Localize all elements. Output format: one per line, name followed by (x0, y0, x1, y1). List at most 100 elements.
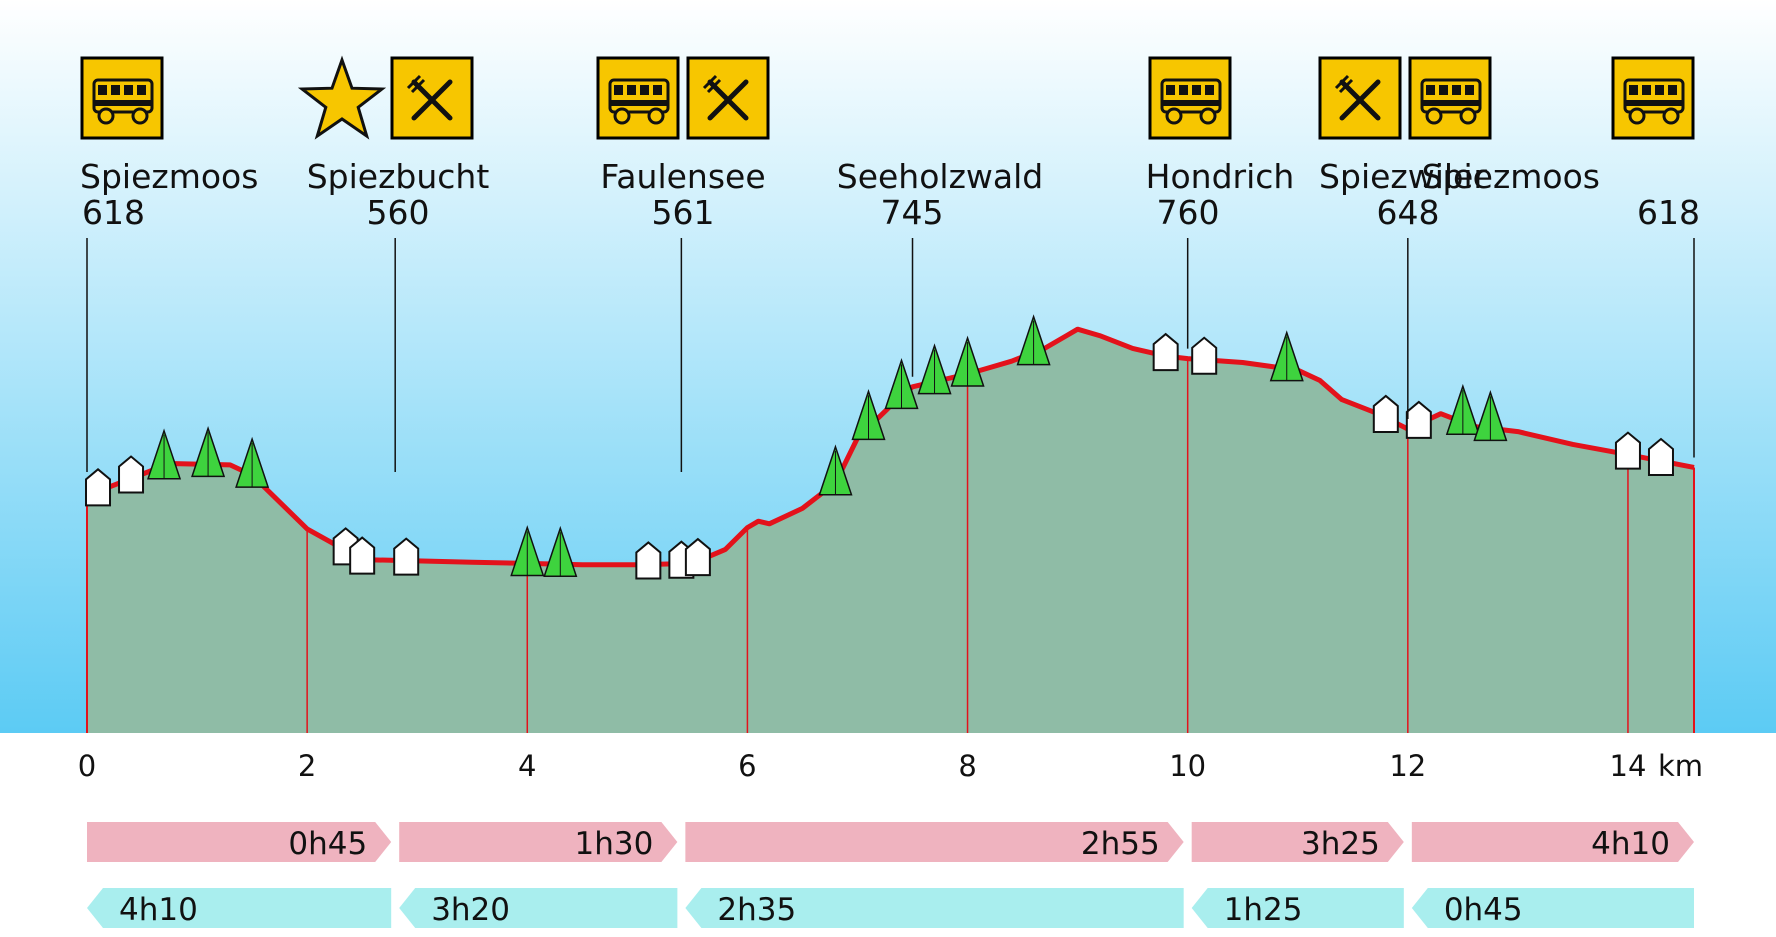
bus-window (1192, 85, 1201, 95)
waypoint-name: Seeholzwald (837, 157, 1043, 196)
x-unit-label: km (1658, 749, 1703, 783)
house-icon (1191, 336, 1218, 375)
restaurant-icon (390, 56, 474, 140)
bus-icon-box (1148, 56, 1232, 140)
bus-icon (1611, 56, 1695, 140)
terrain-layer (85, 314, 1695, 733)
waypoint-name: Spiezwiler (1319, 157, 1487, 196)
return-time-bar (87, 888, 392, 928)
bus-wheel (1425, 107, 1443, 125)
forward-time-bar (1191, 822, 1404, 862)
bus-body (1420, 78, 1482, 114)
return-time-bar-label: 1h25 (1224, 892, 1303, 928)
forward-time-bar (685, 822, 1184, 862)
waypoint-icons (80, 55, 1695, 140)
bus-wheel (1165, 107, 1183, 125)
bus-wheel (1459, 107, 1477, 125)
x-tick-label: 12 (1389, 749, 1426, 783)
house-icon (1372, 394, 1399, 433)
bus-window (614, 85, 623, 95)
x-tick-label: 14 (1610, 749, 1647, 783)
bus-window (640, 85, 649, 95)
forward-time-bar (399, 822, 678, 862)
return-time-bar-label: 0h45 (1444, 892, 1523, 928)
bus-wheel (1628, 107, 1646, 125)
waypoint-icon-group (596, 56, 770, 140)
waypoint-icon-group (80, 56, 164, 140)
restaurant-icon (686, 56, 770, 140)
waypoint-elevation: 760 (1157, 193, 1220, 232)
bus-icon (1148, 56, 1232, 140)
time-bars: 0h45 1h30 2h55 3h25 4h10 4h10 3h20 2h35 1h25 0h45 (87, 822, 1694, 928)
bus-window (1668, 85, 1677, 95)
bus-window (627, 85, 636, 95)
x-tick-label: 6 (738, 749, 756, 783)
bus-wheel (613, 107, 631, 125)
waypoint-elevation: 561 (652, 193, 715, 232)
bus-window (1655, 85, 1664, 95)
house-icon (118, 455, 145, 494)
house-icon (1152, 332, 1179, 372)
waypoint-icon-group (1148, 56, 1232, 140)
waypoint-elevation: 745 (881, 193, 944, 232)
bus-wheel (647, 107, 665, 125)
forward-time-bar-label: 3h25 (1301, 826, 1380, 862)
fork-tines (406, 74, 426, 94)
bus-body (1160, 78, 1222, 114)
bus-wheel (131, 107, 149, 125)
fork-stroke (707, 79, 749, 121)
bus-icon (1408, 56, 1492, 140)
waypoint-icon-group (1611, 56, 1695, 140)
bus-stripe (1625, 100, 1683, 106)
bus-window (1465, 85, 1474, 95)
house-icon (1405, 400, 1432, 439)
fork-stroke (411, 79, 453, 121)
waypoint-name: Spiezbucht (307, 157, 490, 196)
bus-wheel (1199, 107, 1217, 125)
x-tick-label: 4 (518, 749, 536, 783)
waypoint-elevation: 560 (367, 193, 430, 232)
waypoint-elevation: 618 (82, 193, 145, 232)
x-tick-label: 2 (298, 749, 316, 783)
bus-window (1205, 85, 1214, 95)
restaurant-icon (1318, 56, 1402, 140)
return-time-bar-label: 2h35 (717, 892, 796, 928)
forward-time-bar (1411, 822, 1694, 862)
house-icon (635, 541, 662, 580)
bus-body (92, 78, 154, 114)
bus-icon (80, 56, 164, 140)
bus-window (1166, 85, 1175, 95)
bus-wheel (97, 107, 115, 125)
x-axis: 0 2 4 6 8 10 12 14 km (78, 749, 1703, 783)
bus-window (98, 85, 107, 95)
house-icon (85, 468, 112, 507)
waypoint-elevation: 648 (1377, 193, 1440, 232)
bus-window (1452, 85, 1461, 95)
waypoint-name: Spiezmoos (1422, 157, 1600, 196)
waypoint-name: Faulensee (600, 157, 765, 196)
fork-tines (1334, 74, 1354, 94)
terrain-area (87, 329, 1694, 733)
waypoint-icon-group (1318, 56, 1492, 140)
return-time-bar (685, 888, 1184, 928)
house-icon (393, 537, 420, 576)
house-icon (684, 537, 711, 577)
return-time-bar-label: 4h10 (119, 892, 198, 928)
house-icon (1614, 431, 1641, 470)
bus-window (124, 85, 133, 95)
house-icon (1647, 437, 1674, 477)
house-icon (349, 536, 376, 575)
forward-time-bar-label: 2h55 (1081, 826, 1160, 862)
bus-body (608, 78, 670, 114)
bus-wheel (1662, 107, 1680, 125)
bus-window (653, 85, 662, 95)
fork-stroke (1339, 79, 1381, 121)
bus-window (1642, 85, 1651, 95)
return-time-bar-label: 3h20 (431, 892, 510, 928)
waypoint-icon-group (297, 55, 474, 140)
waypoint-elevation: 618 (1637, 193, 1700, 232)
bus-window (1179, 85, 1188, 95)
x-tick-label: 10 (1169, 749, 1206, 783)
waypoint-name: Spiezmoos (80, 157, 258, 196)
